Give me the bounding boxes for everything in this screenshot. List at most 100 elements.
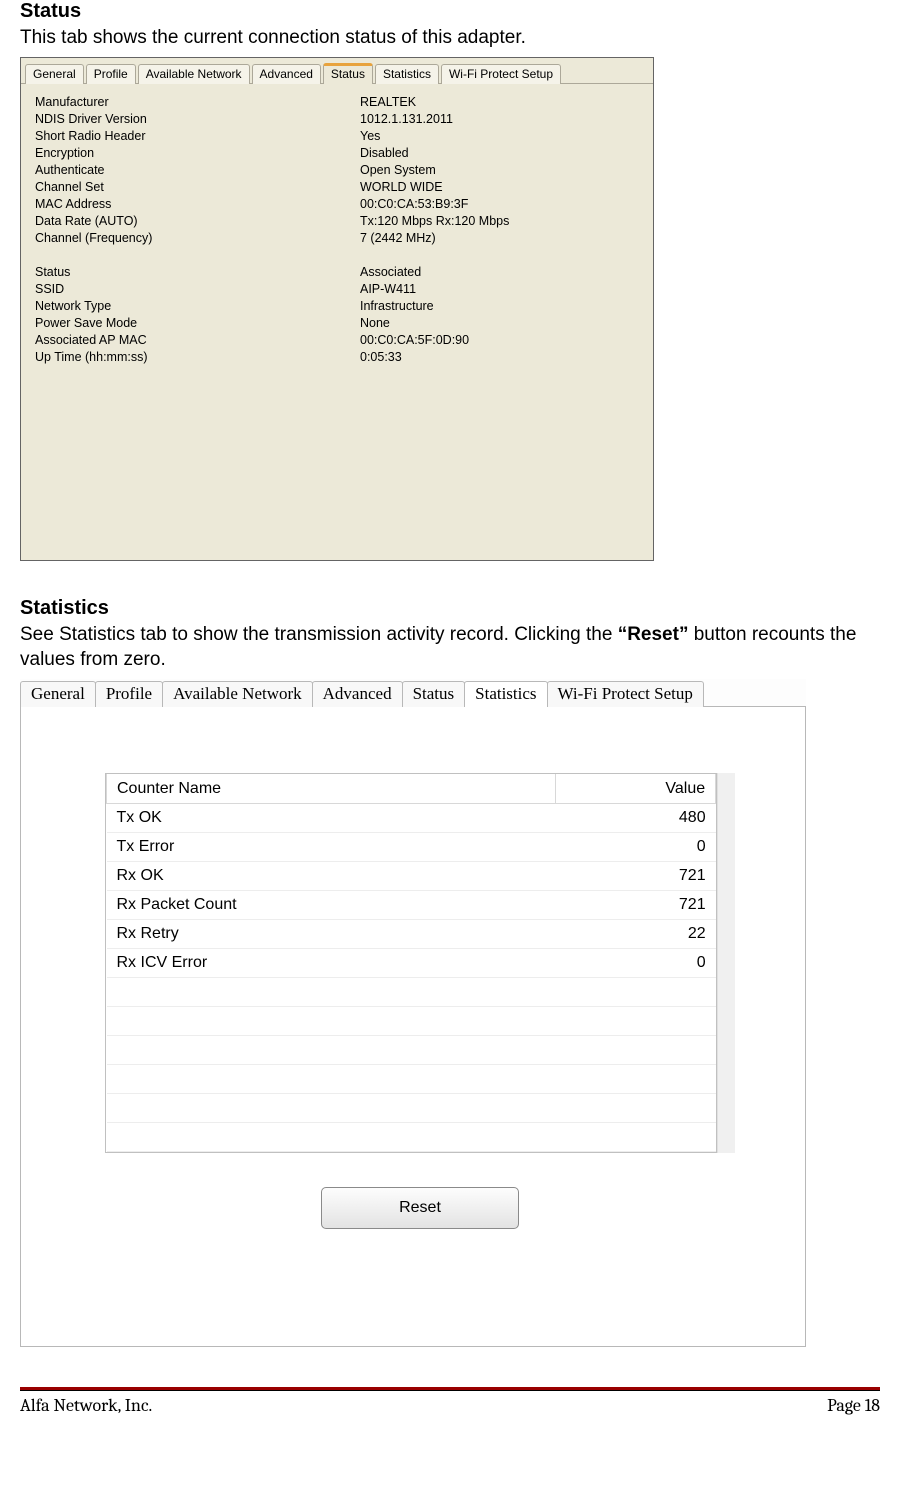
- counter-name: Tx OK: [107, 804, 556, 833]
- status-value: 0:05:33: [360, 349, 639, 366]
- tab-wi-fi-protect-setup[interactable]: Wi-Fi Protect Setup: [441, 64, 561, 84]
- footer-page-number: Page 18: [827, 1395, 880, 1416]
- tab-available-network[interactable]: Available Network: [162, 681, 313, 707]
- status-label: Authenticate: [35, 162, 360, 179]
- status-label: MAC Address: [35, 196, 360, 213]
- reset-button[interactable]: Reset: [321, 1187, 519, 1229]
- status-value: Associated: [360, 264, 639, 281]
- counter-name: Rx ICV Error: [107, 949, 556, 978]
- scrollbar-gutter[interactable]: [717, 773, 735, 1154]
- tab-status[interactable]: Status: [402, 681, 466, 707]
- statistics-description: See Statistics tab to show the transmiss…: [20, 622, 880, 673]
- status-label: SSID: [35, 281, 360, 298]
- table-row: Tx OK480: [107, 804, 716, 833]
- status-label: Power Save Mode: [35, 315, 360, 332]
- counter-name: Rx Packet Count: [107, 891, 556, 920]
- statistics-tab-bar: GeneralProfileAvailable NetworkAdvancedS…: [20, 679, 806, 707]
- footer-company: Alfa Network, Inc.: [20, 1395, 152, 1416]
- status-row: ManufacturerREALTEK: [35, 94, 639, 111]
- status-label: Encryption: [35, 145, 360, 162]
- tab-status[interactable]: Status: [323, 63, 373, 84]
- status-description: This tab shows the current connection st…: [20, 25, 880, 51]
- footer-rule: [20, 1387, 880, 1391]
- status-value: WORLD WIDE: [360, 179, 639, 196]
- counter-value: 721: [556, 862, 716, 891]
- status-value: 1012.1.131.2011: [360, 111, 639, 128]
- statistics-desc-pre: See Statistics tab to show the transmiss…: [20, 624, 618, 645]
- status-value: 00:C0:CA:5F:0D:90: [360, 332, 639, 349]
- status-value: Infrastructure: [360, 298, 639, 315]
- status-value: 00:C0:CA:53:B9:3F: [360, 196, 639, 213]
- status-row: Channel SetWORLD WIDE: [35, 179, 639, 196]
- tab-general[interactable]: General: [25, 64, 84, 84]
- status-value: REALTEK: [360, 94, 639, 111]
- status-row: StatusAssociated: [35, 264, 639, 281]
- page-footer: Alfa Network, Inc. Page 18: [20, 1395, 880, 1430]
- counter-name: Tx Error: [107, 833, 556, 862]
- tab-profile[interactable]: Profile: [86, 64, 136, 84]
- table-row-empty: [107, 1007, 716, 1036]
- status-value: AIP-W411: [360, 281, 639, 298]
- table-row: Rx OK721: [107, 862, 716, 891]
- status-value: Tx:120 Mbps Rx:120 Mbps: [360, 213, 639, 230]
- counter-name: Rx Retry: [107, 920, 556, 949]
- table-row-empty: [107, 1065, 716, 1094]
- column-header[interactable]: Counter Name: [107, 774, 556, 804]
- statistics-panel-body: Counter NameValueTx OK480Tx Error0Rx OK7…: [20, 707, 806, 1347]
- status-value: Open System: [360, 162, 639, 179]
- status-label: Manufacturer: [35, 94, 360, 111]
- status-row: Data Rate (AUTO)Tx:120 Mbps Rx:120 Mbps: [35, 213, 639, 230]
- status-label: Up Time (hh:mm:ss): [35, 349, 360, 366]
- status-tab-bar: GeneralProfileAvailable NetworkAdvancedS…: [21, 58, 653, 84]
- statistics-screenshot: GeneralProfileAvailable NetworkAdvancedS…: [20, 679, 806, 1347]
- counter-value: 721: [556, 891, 716, 920]
- status-value: Disabled: [360, 145, 639, 162]
- table-row: Rx Packet Count721: [107, 891, 716, 920]
- tab-advanced[interactable]: Advanced: [252, 64, 321, 84]
- statistics-table: Counter NameValueTx OK480Tx Error0Rx OK7…: [106, 774, 716, 1153]
- statistics-table-wrap: Counter NameValueTx OK480Tx Error0Rx OK7…: [105, 773, 717, 1154]
- status-row: NDIS Driver Version1012.1.131.2011: [35, 111, 639, 128]
- status-row: Channel (Frequency)7 (2442 MHz): [35, 230, 639, 247]
- status-label: Data Rate (AUTO): [35, 213, 360, 230]
- column-header[interactable]: Value: [556, 774, 716, 804]
- tab-profile[interactable]: Profile: [95, 681, 163, 707]
- status-row: AuthenticateOpen System: [35, 162, 639, 179]
- status-screenshot: GeneralProfileAvailable NetworkAdvancedS…: [20, 57, 654, 561]
- tab-wi-fi-protect-setup[interactable]: Wi-Fi Protect Setup: [547, 681, 704, 707]
- tab-general[interactable]: General: [20, 681, 96, 707]
- status-row: EncryptionDisabled: [35, 145, 639, 162]
- status-label: Channel (Frequency): [35, 230, 360, 247]
- tab-advanced[interactable]: Advanced: [312, 681, 403, 707]
- counter-value: 480: [556, 804, 716, 833]
- statistics-heading: Statistics: [20, 597, 880, 620]
- counter-value: 0: [556, 833, 716, 862]
- status-heading: Status: [20, 0, 880, 23]
- tab-available-network[interactable]: Available Network: [138, 64, 250, 84]
- tab-statistics[interactable]: Statistics: [375, 64, 439, 84]
- status-label: Associated AP MAC: [35, 332, 360, 349]
- counter-name: Rx OK: [107, 862, 556, 891]
- status-value: 7 (2442 MHz): [360, 230, 639, 247]
- tab-statistics[interactable]: Statistics: [464, 681, 547, 707]
- status-label: Channel Set: [35, 179, 360, 196]
- table-row-empty: [107, 1094, 716, 1123]
- status-panel-body: ManufacturerREALTEKNDIS Driver Version10…: [21, 84, 653, 560]
- status-row: MAC Address00:C0:CA:53:B9:3F: [35, 196, 639, 213]
- status-row: Power Save ModeNone: [35, 315, 639, 332]
- table-row: Rx Retry22: [107, 920, 716, 949]
- status-label: Short Radio Header: [35, 128, 360, 145]
- counter-value: 22: [556, 920, 716, 949]
- status-row: Associated AP MAC00:C0:CA:5F:0D:90: [35, 332, 639, 349]
- status-row: Network TypeInfrastructure: [35, 298, 639, 315]
- status-label: Network Type: [35, 298, 360, 315]
- status-row: SSIDAIP-W411: [35, 281, 639, 298]
- table-row-empty: [107, 1123, 716, 1152]
- status-label: NDIS Driver Version: [35, 111, 360, 128]
- status-value: None: [360, 315, 639, 332]
- status-label: Status: [35, 264, 360, 281]
- counter-value: 0: [556, 949, 716, 978]
- reset-keyword: “Reset”: [618, 624, 689, 645]
- status-value: Yes: [360, 128, 639, 145]
- status-row: Short Radio HeaderYes: [35, 128, 639, 145]
